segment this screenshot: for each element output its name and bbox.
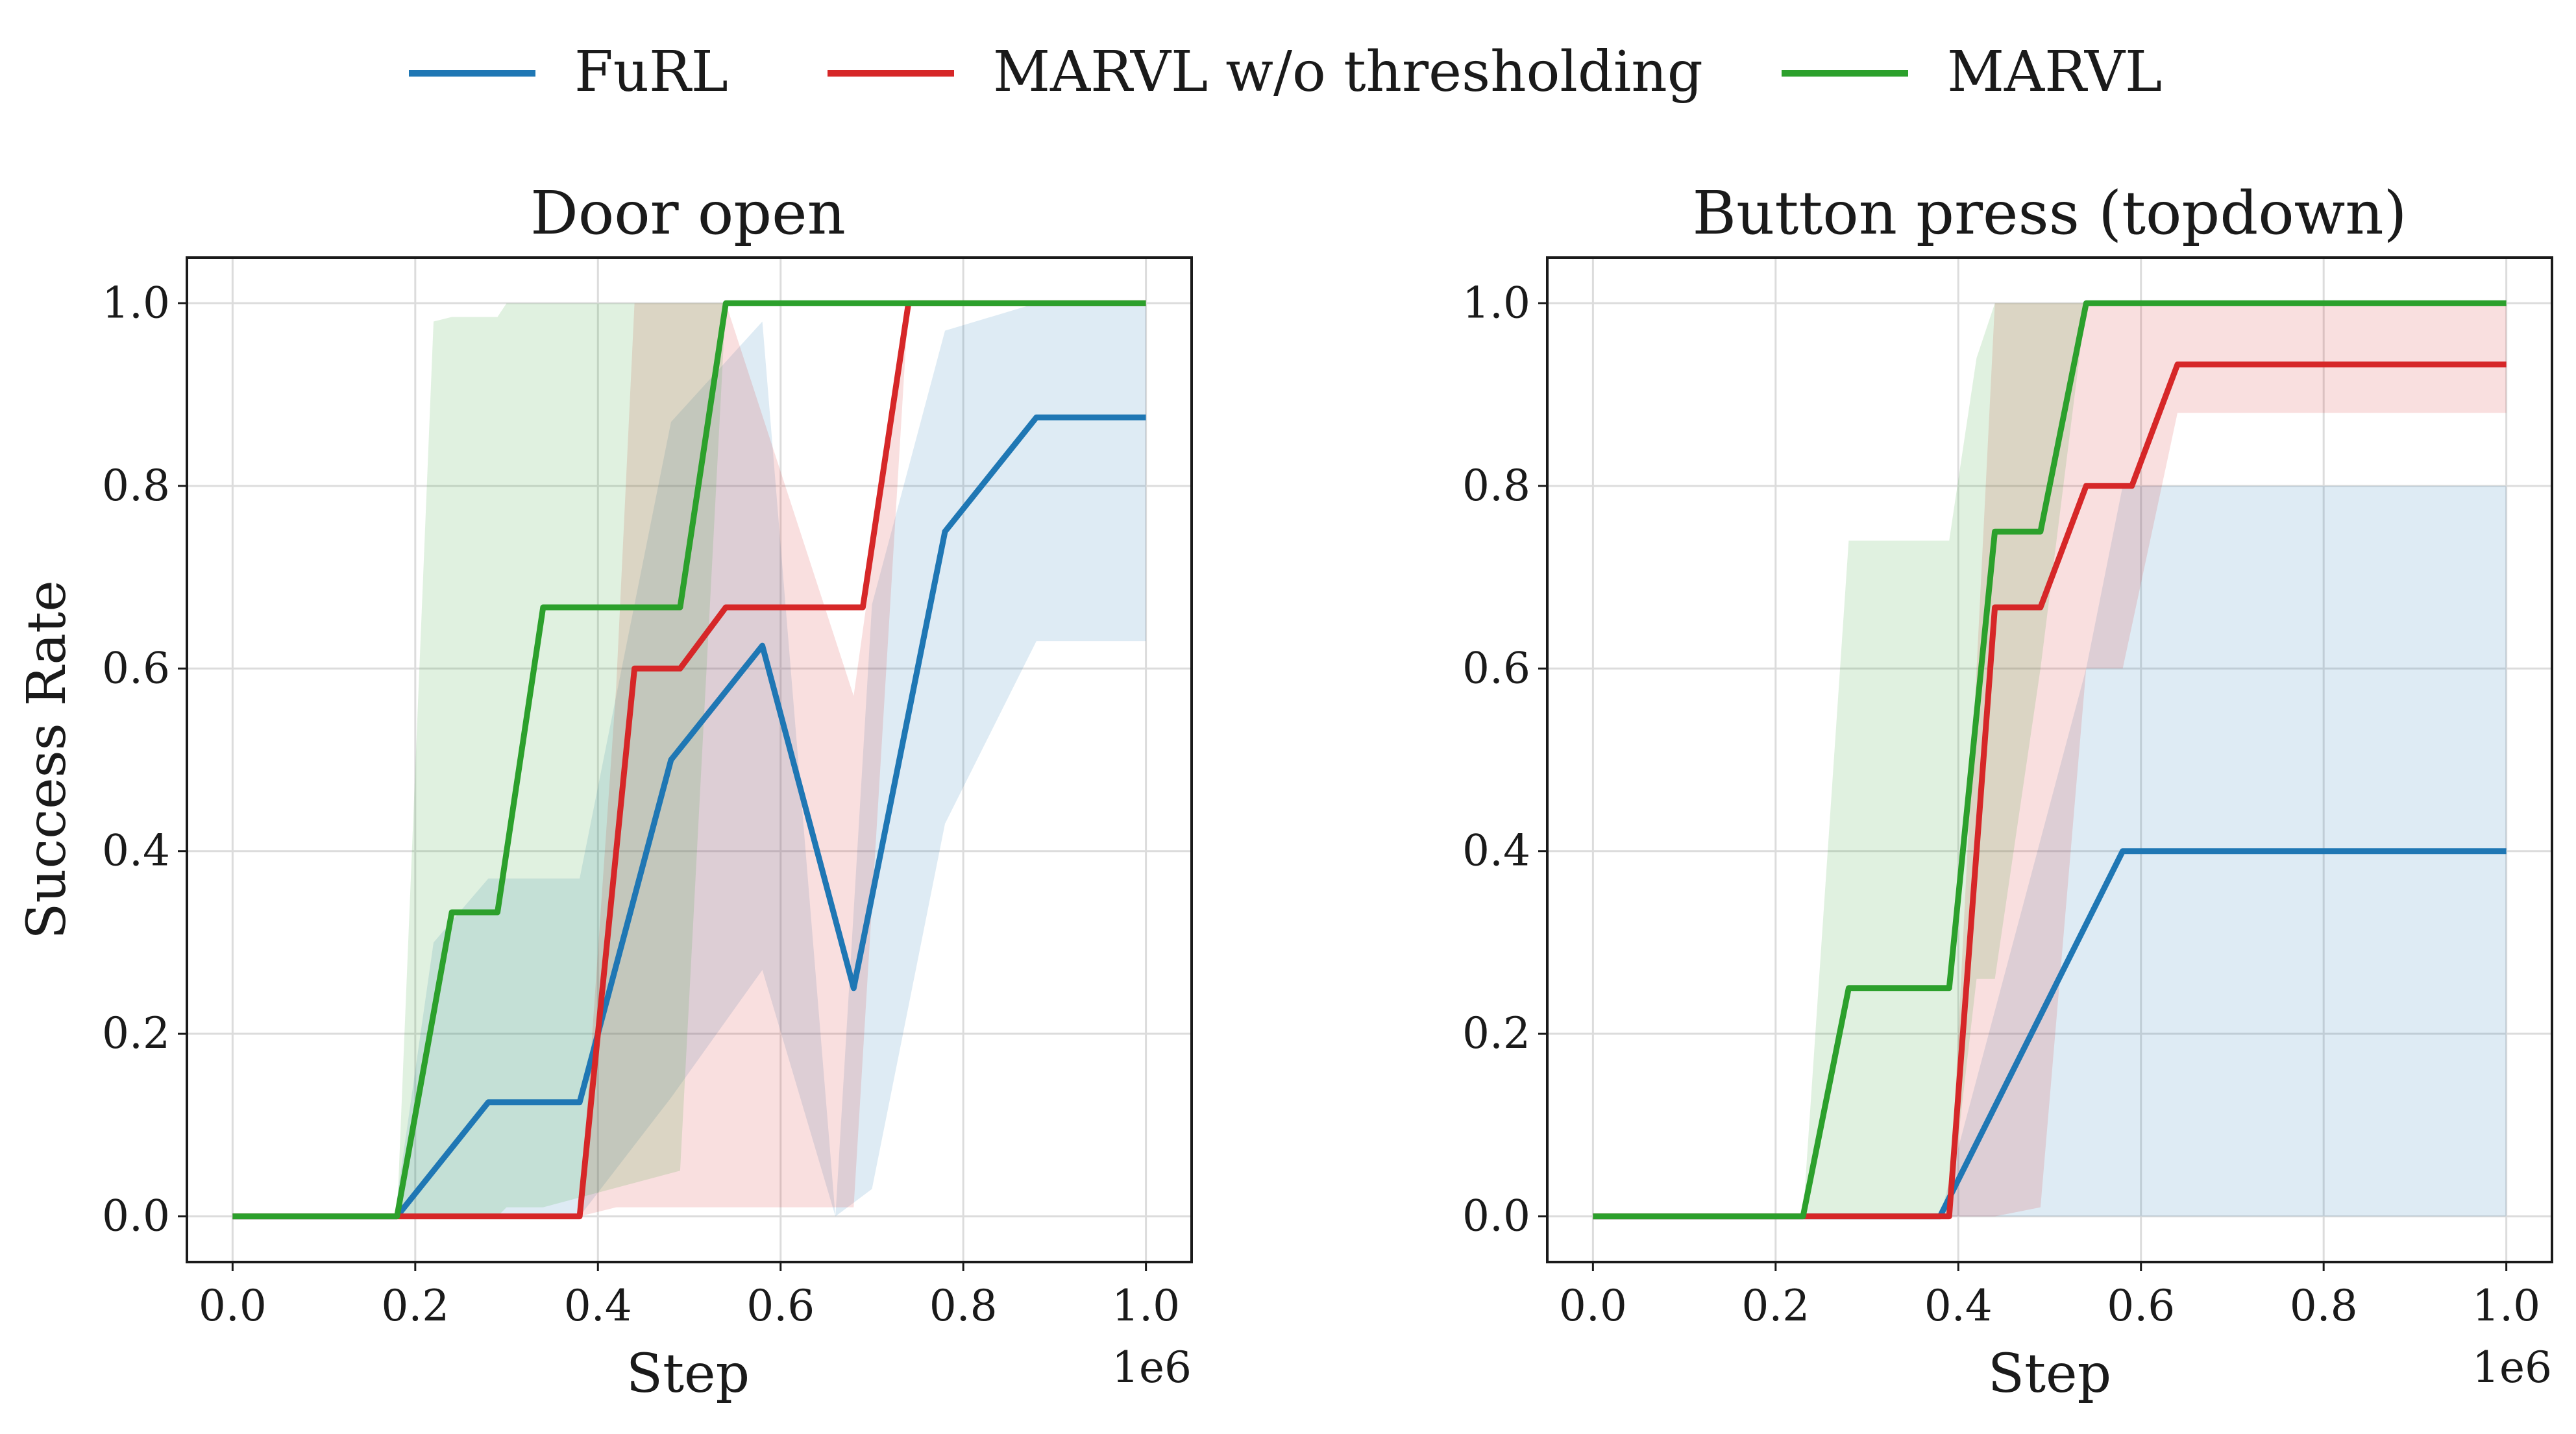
- chart-panel-button-press-topdown: Button press (topdown) 0.0 0.2 0.4 0.6 0.8 1.…: [1462, 178, 2553, 1405]
- series-line-marvl: [1593, 300, 2507, 1220]
- series-line-furl: [232, 414, 1146, 1220]
- x-tick-label: 0.6: [2107, 1281, 2175, 1331]
- series-line-marvl: [232, 300, 1146, 1220]
- y-tick-label: 0.6: [102, 643, 170, 693]
- x-tick-label: 0.4: [564, 1281, 632, 1331]
- axes-frame: [186, 256, 1193, 1263]
- series-line-marvl-w-o-thresholding: [232, 300, 1146, 1220]
- y-ticks: 0.0 0.2 0.4 0.6 0.8 1.0: [1462, 278, 1547, 1241]
- grid-lines: [187, 258, 1192, 1262]
- legend-label-furl: FuRL: [574, 40, 728, 104]
- y-ticks: 0.0 0.2 0.4 0.6 0.8 1.0: [102, 278, 187, 1241]
- x-tick-label: 0.6: [746, 1281, 815, 1331]
- series-line-marvl-w-o-thresholding: [1593, 361, 2507, 1220]
- x-tick-label: 0.8: [929, 1281, 998, 1331]
- x-tick-label: 1.0: [2472, 1281, 2540, 1331]
- x-tick-label: 0.2: [381, 1281, 449, 1331]
- band-marvl-w-o-thresholding: [1949, 303, 2507, 1217]
- x-axis-label: Step: [1988, 1343, 2111, 1405]
- y-tick-label: 0.0: [1462, 1191, 1530, 1241]
- series-lines: [232, 300, 1146, 1220]
- x-axis-label: Step: [626, 1343, 750, 1405]
- y-tick-label: 0.0: [102, 1191, 170, 1241]
- chart-title: Button press (topdown): [1693, 178, 2407, 248]
- x-ticks: 0.0 0.2 0.4 0.6 0.8 1.0: [1559, 1262, 2540, 1331]
- x-tick-label: 0.8: [2290, 1281, 2358, 1331]
- x-tick-label: 0.0: [199, 1281, 267, 1331]
- band-marvl-w-o-thresholding: [580, 303, 1146, 1217]
- x-tick-label: 0.4: [1924, 1281, 1993, 1331]
- band-marvl: [1803, 303, 2507, 1217]
- chart-title: Door open: [530, 178, 846, 248]
- legend: FuRL MARVL w/o thresholding MARVL: [409, 40, 2162, 104]
- x-offset-label: 1e6: [1112, 1343, 1192, 1392]
- x-tick-label: 0.2: [1741, 1281, 1809, 1331]
- y-tick-label: 0.8: [102, 461, 170, 511]
- x-offset-label: 1e6: [2472, 1343, 2552, 1392]
- band-marvl: [397, 303, 1146, 1217]
- series-lines: [1593, 300, 2507, 1220]
- axes-frame: [1546, 256, 2553, 1263]
- x-ticks: 0.0 0.2 0.4 0.6 0.8 1.0: [199, 1262, 1180, 1331]
- x-tick-label: 1.0: [1112, 1281, 1180, 1331]
- y-tick-label: 0.4: [1462, 826, 1530, 876]
- y-tick-label: 1.0: [102, 278, 170, 328]
- legend-label-marvl-wo-thresholding: MARVL w/o thresholding: [993, 40, 1703, 104]
- y-axis-label: Success Rate: [16, 580, 78, 940]
- y-tick-label: 0.6: [1462, 643, 1530, 693]
- y-tick-label: 0.2: [102, 1008, 170, 1058]
- confidence-bands: [397, 303, 1146, 1217]
- y-tick-label: 1.0: [1462, 278, 1530, 328]
- x-tick-label: 0.0: [1559, 1281, 1627, 1331]
- y-tick-label: 0.8: [1462, 461, 1530, 511]
- y-tick-label: 0.2: [1462, 1008, 1530, 1058]
- confidence-bands: [1803, 303, 2507, 1217]
- y-tick-label: 0.4: [102, 826, 170, 876]
- legend-label-marvl: MARVL: [1947, 40, 2162, 104]
- chart-panel-door-open: Door open 0.0 0.2 0.4 0.6 0.8 1.0 0.00.20.40.…: [16, 178, 1193, 1405]
- band-furl: [397, 303, 1146, 1217]
